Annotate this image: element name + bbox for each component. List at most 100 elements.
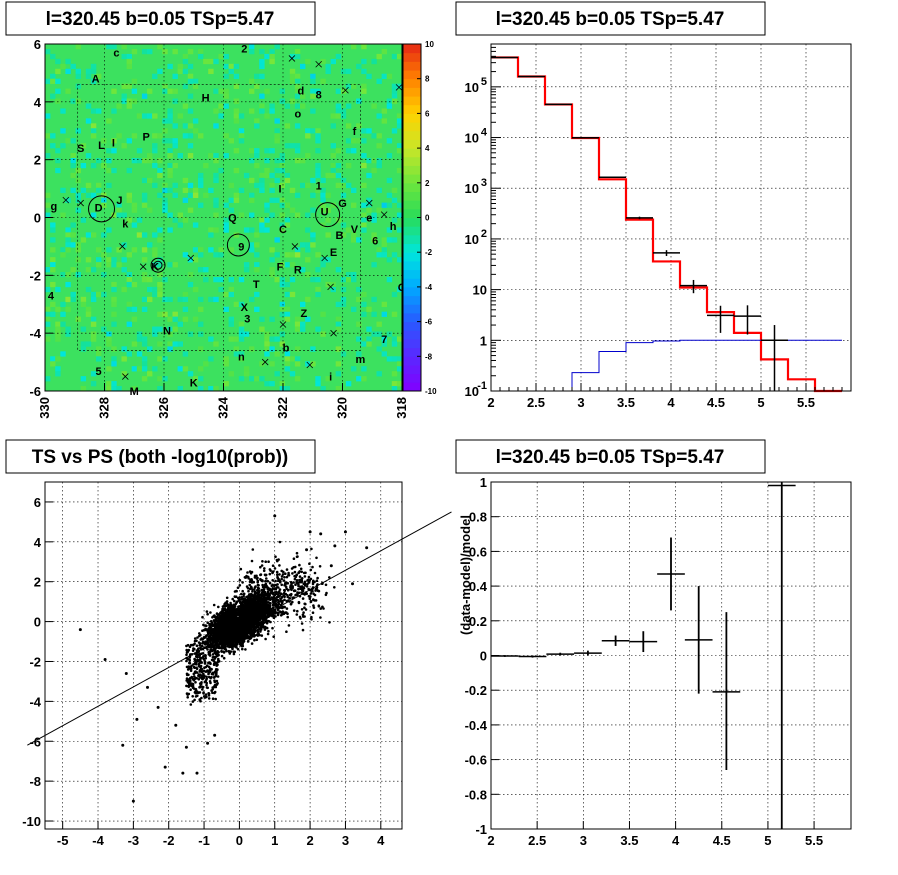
colorbar-step <box>403 356 421 366</box>
map-cell <box>386 103 393 109</box>
scatter-point <box>292 557 296 560</box>
map-cell <box>213 276 219 283</box>
map-cell <box>289 276 296 283</box>
source-cross <box>122 373 129 380</box>
scatter-point <box>213 690 217 694</box>
map-cell <box>310 108 316 114</box>
map-cell <box>55 321 61 327</box>
spectrum-x-tick-label: 3.5 <box>617 395 635 410</box>
map-cell <box>371 296 377 303</box>
map-cell <box>259 182 265 189</box>
map-cell <box>75 167 81 174</box>
map-cell <box>45 212 51 218</box>
map-cell <box>340 296 347 303</box>
map-cell <box>126 252 132 258</box>
map-cell <box>238 331 245 337</box>
map-cell <box>96 257 102 263</box>
scatter-point <box>203 659 206 662</box>
scatter-point <box>311 611 315 614</box>
map-cell <box>55 158 61 164</box>
map-cell <box>289 53 296 60</box>
map-cell <box>131 98 138 104</box>
map-cell <box>289 98 296 104</box>
map-cell <box>305 272 311 278</box>
map-cell <box>259 73 265 79</box>
scatter-point <box>203 662 207 665</box>
map-cell <box>126 192 132 198</box>
map-cell <box>325 257 331 263</box>
map-cell <box>65 242 71 248</box>
map-cell <box>101 291 107 298</box>
colorbar-step <box>403 260 421 271</box>
map-cell <box>152 366 158 372</box>
map-cell <box>65 296 71 303</box>
map-cell <box>305 128 311 134</box>
map-cell <box>167 153 173 159</box>
scatter-point <box>200 644 204 648</box>
map-cell <box>300 242 306 248</box>
scatter-point <box>286 582 290 585</box>
scatter-point <box>213 633 217 637</box>
cross-stroke <box>261 358 269 366</box>
map-cell <box>45 78 51 84</box>
map-cell <box>300 267 306 273</box>
cross-stroke <box>330 329 337 337</box>
scatter-point <box>212 603 216 607</box>
map-cell <box>325 376 331 382</box>
map-cell <box>284 123 291 129</box>
map-cell <box>351 366 357 372</box>
spectrum-y-tick-label: 10 <box>465 181 479 196</box>
scatter-point <box>221 605 225 608</box>
map-cell <box>172 217 178 223</box>
map-cell <box>284 316 291 322</box>
map-cell <box>366 336 372 342</box>
scatter-point <box>315 579 319 583</box>
map-cell <box>233 63 240 70</box>
map-cell <box>126 103 132 109</box>
map-cell <box>345 148 352 154</box>
map-cell <box>167 108 173 114</box>
scatter-point <box>281 599 284 603</box>
map-cell <box>376 158 382 164</box>
source-cross <box>342 86 349 94</box>
scatter-point <box>251 548 255 551</box>
scatter-point <box>197 678 201 681</box>
map-cell <box>101 326 107 332</box>
colorbar-tick-label: 0 <box>425 214 430 223</box>
map-cell <box>75 128 81 134</box>
map-cell <box>335 113 342 119</box>
map-cell <box>187 153 194 159</box>
map-cell <box>284 281 291 288</box>
map-cell <box>361 88 367 94</box>
map-cell <box>157 44 163 50</box>
scatter-point <box>319 607 323 610</box>
map-cell <box>147 242 153 248</box>
map-cell <box>121 143 127 149</box>
map-cell <box>136 336 143 342</box>
spectrum-y-tick-label: 10 <box>465 232 479 247</box>
map-cell <box>233 346 240 352</box>
map-cell <box>391 98 398 104</box>
map-cell <box>75 247 81 253</box>
scatter-point <box>195 676 198 680</box>
map-cell <box>294 78 301 84</box>
map-cell <box>55 148 61 154</box>
map-cell <box>147 113 153 119</box>
map-cell <box>269 197 275 203</box>
title-bottom-left: TS vs PS (both -log10(prob)) <box>5 439 316 474</box>
source-label: N <box>163 325 171 337</box>
map-cell <box>218 286 224 293</box>
map-cell <box>249 48 255 55</box>
map-cell <box>294 212 301 218</box>
map-cell <box>167 167 173 174</box>
map-cell <box>90 108 97 114</box>
scatter-point <box>193 675 196 678</box>
map-cell <box>325 63 331 70</box>
title-top-right: l=320.45 b=0.05 TSp=5.47 <box>455 1 766 36</box>
scatter-point <box>303 615 306 618</box>
scatter-point <box>271 600 275 603</box>
cross-stroke <box>306 361 314 369</box>
map-cell <box>279 202 285 208</box>
scatter-point <box>207 692 211 695</box>
